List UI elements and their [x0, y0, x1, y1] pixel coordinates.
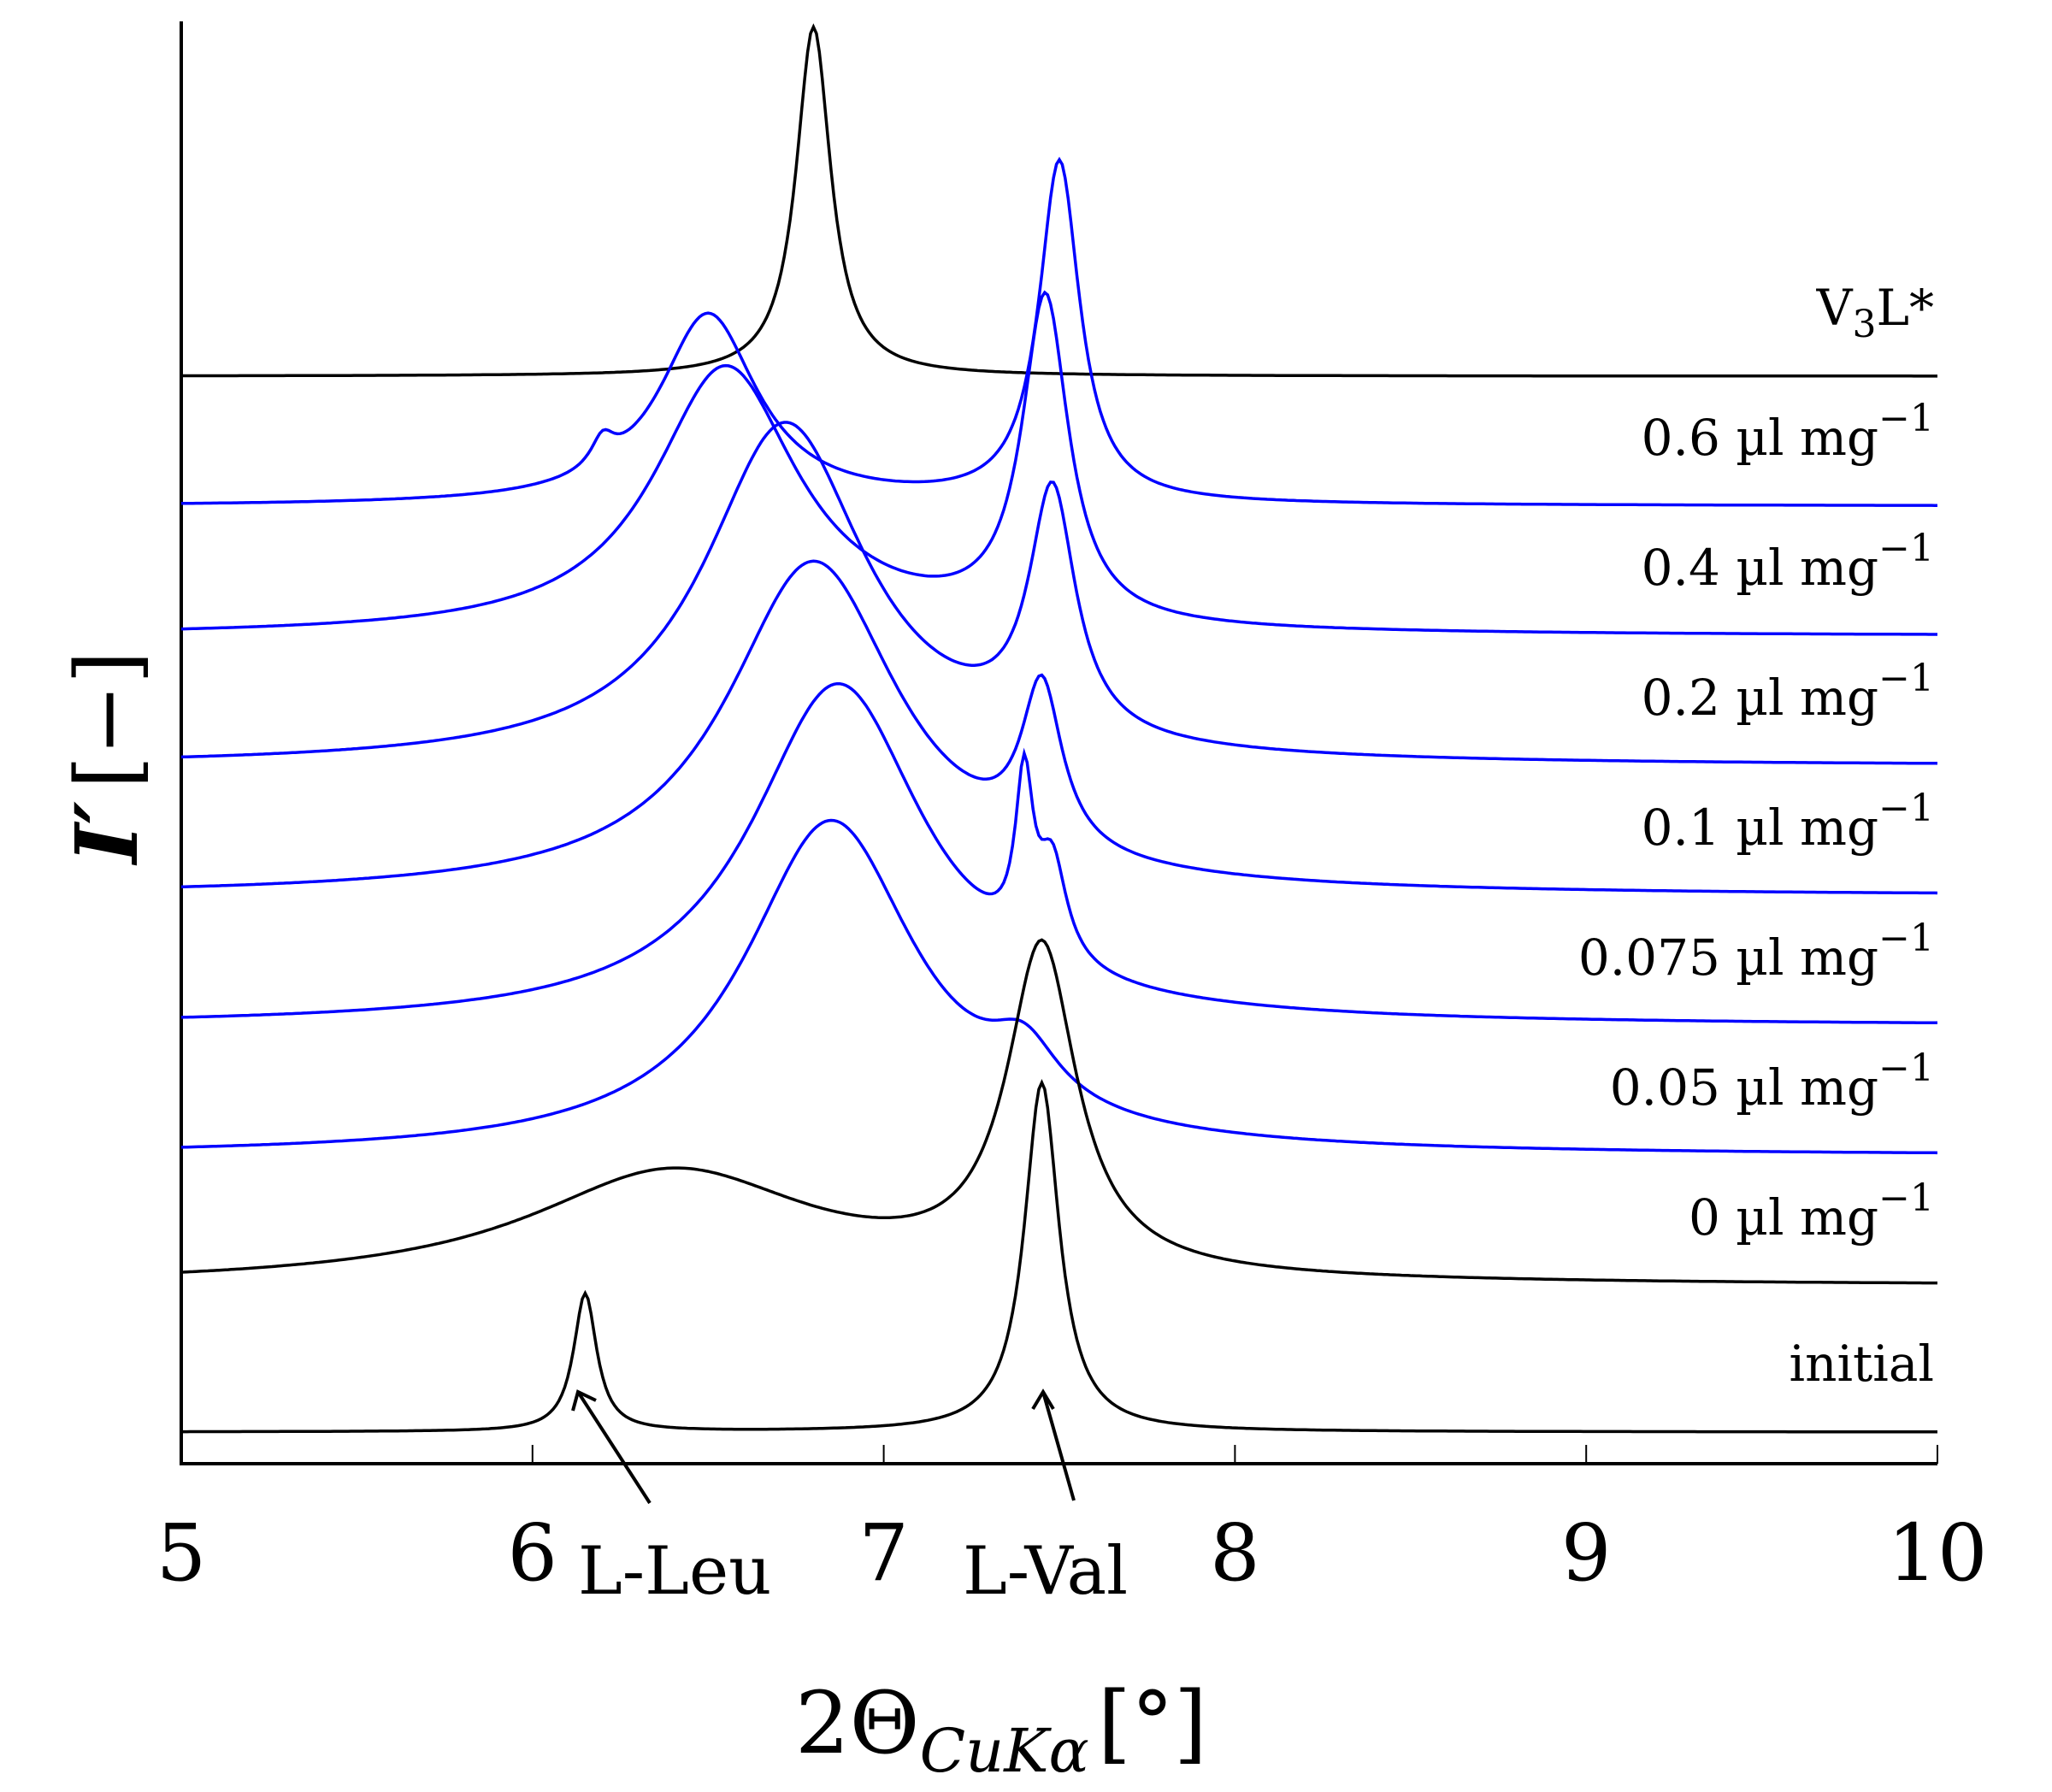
annotation-val-arrowhead-icon — [1031, 1388, 1055, 1411]
y-axis-title-main: I′ — [56, 801, 157, 866]
series-label-4: 0.1 µl mg−1 — [1642, 787, 1934, 857]
series-line-5 — [180, 681, 1937, 1025]
series-label-3: 0.2 µl mg−1 — [1642, 657, 1934, 727]
series-curves — [180, 23, 1938, 1434]
x-ticks: 5 6 7 8 9 10 — [156, 1445, 1988, 1599]
series-line-2 — [181, 290, 1937, 636]
series-labels: V3L* 0.6 µl mg−1 0.4 µl mg−1 0.2 µl mg−1 0.1… — [1578, 279, 1934, 1393]
series-line-0 — [181, 23, 1937, 378]
series-line-4 — [180, 559, 1938, 895]
series-line-7 — [180, 938, 1937, 1285]
annotation-leu-label: L-Leu — [578, 1533, 771, 1610]
x-tick-label: 9 — [1561, 1507, 1612, 1599]
annotation-val-arrow — [1041, 1391, 1076, 1501]
annotation-val-label: L-Val — [963, 1533, 1128, 1610]
series-line-8 — [181, 1078, 1937, 1434]
x-tick-label: 8 — [1210, 1507, 1260, 1599]
series-line-3 — [180, 421, 1937, 765]
y-axis-title-unit: [−] — [57, 651, 157, 789]
series-label-2: 0.4 µl mg−1 — [1642, 527, 1934, 597]
x-axis-title-sub: CuKα — [920, 1716, 1089, 1786]
annotation-leu: L-Leu — [571, 1389, 771, 1610]
annotation-leu-arrow — [576, 1390, 652, 1505]
series-label-5: 0.075 µl mg−1 — [1578, 917, 1934, 987]
x-axis-title-unit: [°] — [1098, 1673, 1207, 1773]
series-label-0: V3L* — [1816, 279, 1934, 346]
series-label-1: 0.6 µl mg−1 — [1642, 397, 1934, 467]
series-label-6: 0.05 µl mg−1 — [1610, 1046, 1934, 1117]
annotation-leu-arrowhead-icon — [571, 1389, 597, 1412]
series-label-7: 0 µl mg−1 — [1689, 1176, 1934, 1247]
y-axis-title: I′ [−] — [56, 651, 157, 866]
annotation-val: L-Val — [963, 1388, 1128, 1610]
series-label-8: initial — [1790, 1335, 1934, 1393]
x-tick-label: 6 — [508, 1507, 558, 1599]
x-tick-label: 5 — [156, 1507, 207, 1599]
x-axis-title-main: 2Θ — [795, 1673, 920, 1773]
series-line-1 — [181, 156, 1937, 507]
x-tick-label: 10 — [1887, 1507, 1987, 1599]
x-axis-title: 2ΘCuKα [°] — [795, 1673, 1207, 1786]
series-line-6 — [180, 818, 1938, 1155]
x-tick-label: 7 — [858, 1507, 909, 1599]
